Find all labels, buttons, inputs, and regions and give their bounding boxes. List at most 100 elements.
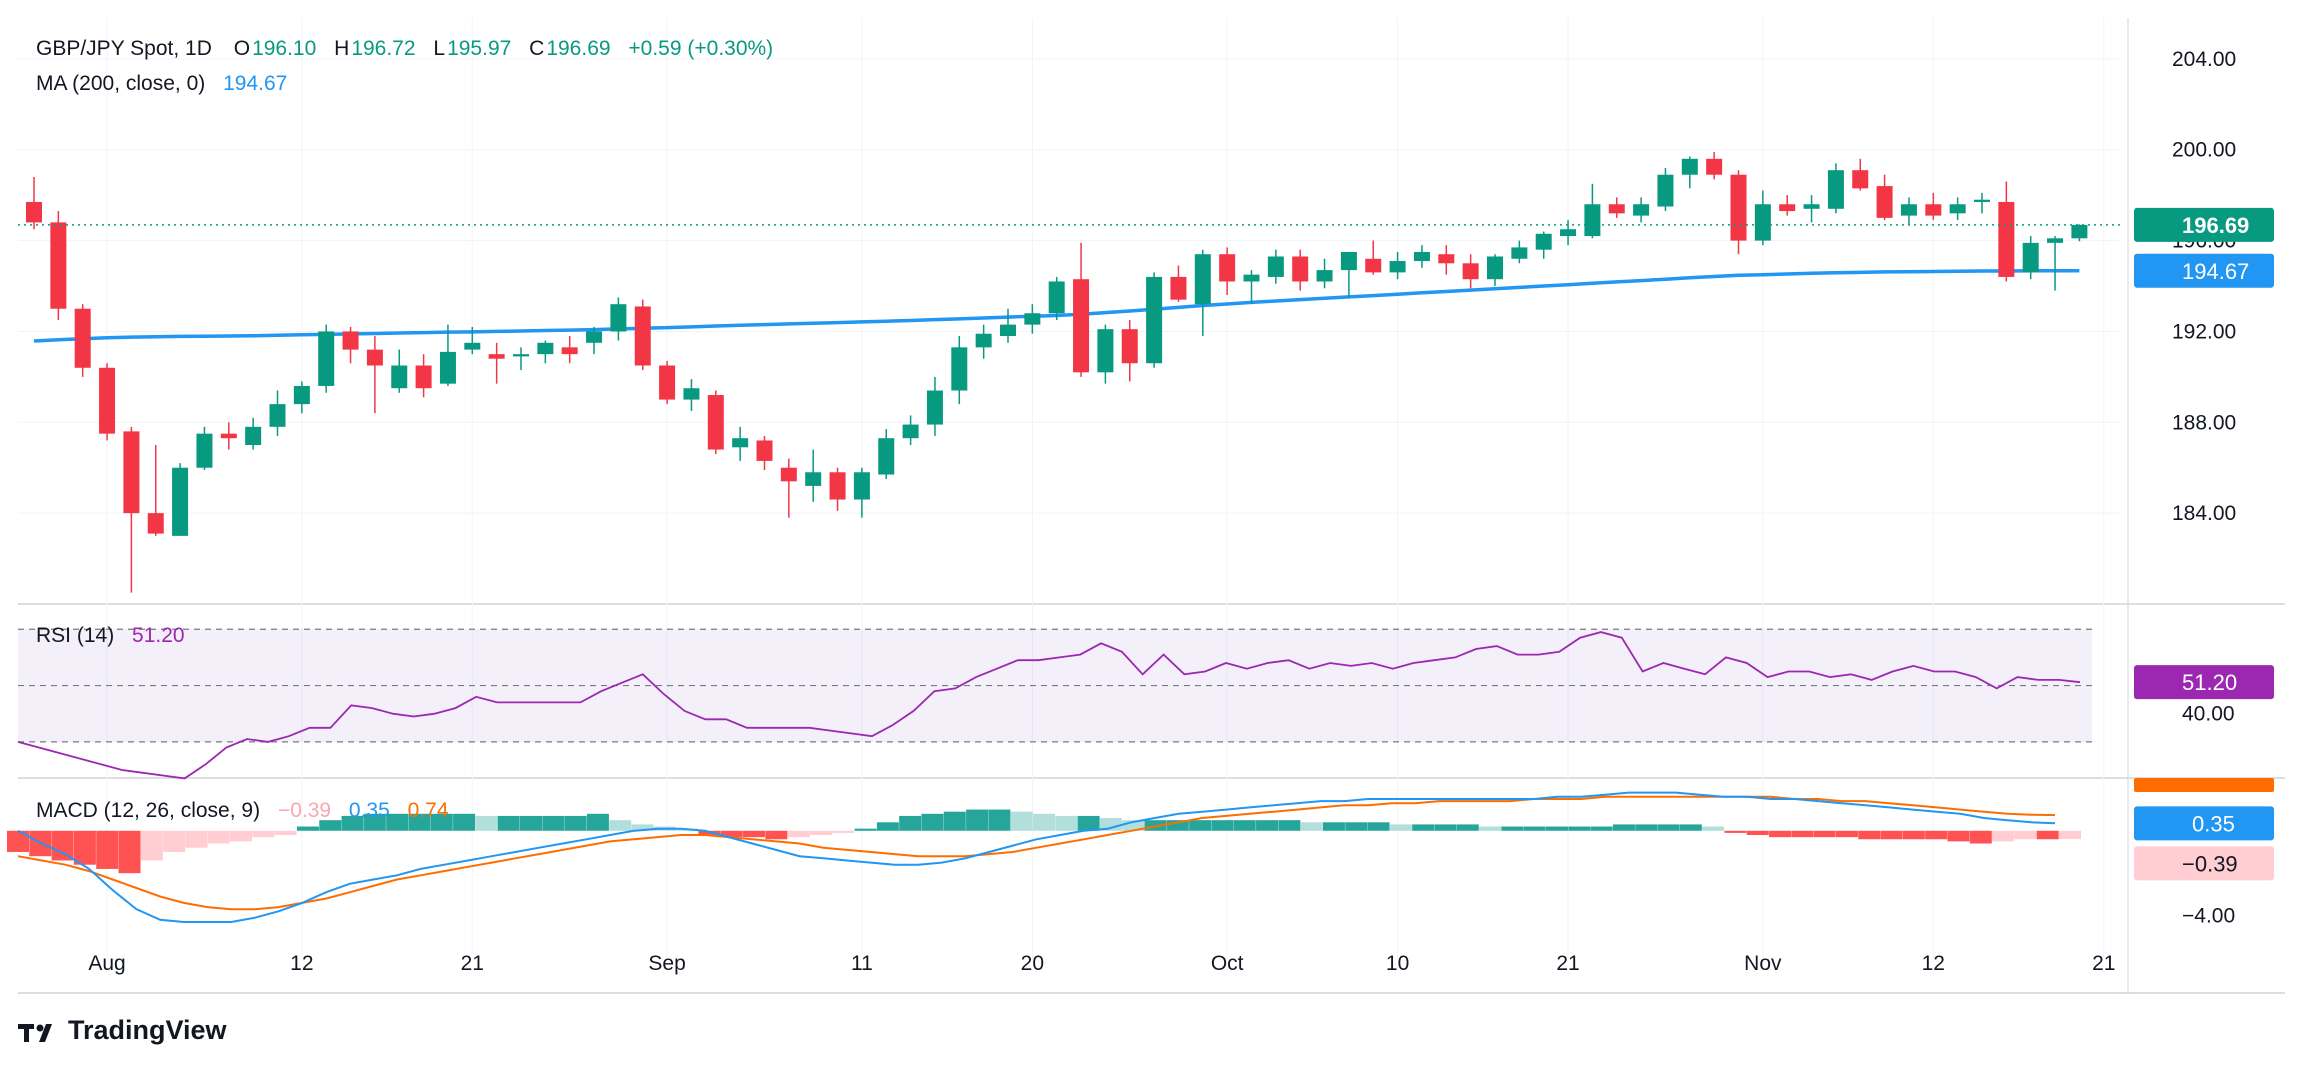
candle-body xyxy=(1706,158,1723,175)
candle xyxy=(1876,174,1893,221)
macd-hist-bar xyxy=(743,830,766,838)
candle-body xyxy=(1194,254,1211,305)
rsi-legend: RSI (14) 51.20 xyxy=(36,623,187,649)
candle xyxy=(366,335,383,414)
candle xyxy=(1852,158,1869,191)
candle-body xyxy=(196,433,213,468)
macd-hist-bar xyxy=(1702,826,1725,831)
macd-hist-bar xyxy=(1501,826,1524,831)
candle xyxy=(50,211,67,321)
macd-hist-bar xyxy=(765,830,788,840)
candle-body xyxy=(1730,174,1747,241)
macd-hist-bar xyxy=(408,813,431,831)
macd-hist-bar xyxy=(1858,830,1881,840)
candle xyxy=(342,326,359,364)
candle-body xyxy=(1584,204,1601,237)
candle-body xyxy=(1170,276,1187,300)
candle-body xyxy=(1754,204,1771,241)
macd-hist-bar xyxy=(1033,813,1055,831)
change-value: +0.59 (+0.30%) xyxy=(628,37,774,60)
open-value: 196.10 xyxy=(252,37,317,60)
macd-hist-bar xyxy=(1902,830,1925,840)
candle xyxy=(1073,242,1090,377)
macd-legend-hist: −0.39 xyxy=(277,799,332,822)
macd-hist-bar xyxy=(2059,830,2081,840)
candle xyxy=(1535,231,1552,259)
macd-hist-bar xyxy=(430,813,453,831)
candle xyxy=(780,458,797,518)
candle-body xyxy=(902,424,919,439)
candle-body xyxy=(975,333,992,348)
candle xyxy=(683,379,700,411)
candle xyxy=(1438,245,1455,275)
macd-hist-bar xyxy=(1568,826,1591,831)
macd-hist-bar xyxy=(1345,822,1368,831)
candle xyxy=(1194,249,1211,336)
macd-hist-bar xyxy=(1880,830,1903,840)
open-label: O xyxy=(233,37,251,60)
close-value: 196.69 xyxy=(546,37,611,60)
candle-body xyxy=(1267,256,1284,277)
price-legend: GBP/JPY Spot, 1D O196.10 H196.72 L195.97… xyxy=(36,36,775,62)
macd-hist-bar xyxy=(230,830,253,842)
candle xyxy=(659,360,676,405)
macd-legend-label: MACD (12, 26, close, 9) xyxy=(36,799,261,822)
candle-body xyxy=(1681,158,1698,175)
y-tick-label: 192.00 xyxy=(2172,320,2236,343)
candle xyxy=(1584,183,1601,239)
candle xyxy=(1340,251,1357,298)
candle-body xyxy=(1000,324,1016,336)
candle-body xyxy=(220,433,237,439)
candle xyxy=(1121,320,1138,382)
macd-hist-bar xyxy=(386,813,409,831)
macd-hist-bar xyxy=(1010,811,1033,831)
close-label: C xyxy=(529,37,545,60)
candle xyxy=(926,376,943,436)
candle-body xyxy=(513,354,529,357)
candle xyxy=(1560,220,1577,246)
candle xyxy=(1900,197,1917,225)
macd-hist-bar xyxy=(341,815,364,831)
macd-hist-bar xyxy=(1746,830,1769,836)
rsi-tick-label: 40.00 xyxy=(2182,703,2235,726)
macd-hist-bar xyxy=(2036,830,2059,840)
x-tick-label: Sep xyxy=(648,952,685,975)
macd-hist-bar xyxy=(1456,824,1479,831)
candle xyxy=(415,354,432,398)
macd-hist-bar xyxy=(163,830,186,852)
macd-hist-bar xyxy=(1479,826,1502,831)
macd-hist-badge xyxy=(2134,846,2274,881)
candle xyxy=(829,467,846,511)
candle-body xyxy=(732,438,749,448)
candle xyxy=(123,426,140,593)
candle xyxy=(1730,170,1747,255)
candle-body xyxy=(878,438,895,475)
candle-body xyxy=(659,365,676,400)
candle xyxy=(1998,181,2015,282)
macd-hist-bar xyxy=(274,830,297,836)
tradingview-logo[interactable]: TradingView xyxy=(18,1015,227,1046)
candle xyxy=(464,326,481,355)
candle-body xyxy=(1438,254,1455,264)
macd-hist-bar xyxy=(1233,820,1256,831)
macd-hist-bar xyxy=(609,820,632,831)
macd-hist-bar xyxy=(1791,830,1814,838)
macd-hist-bar xyxy=(1055,815,1078,831)
macd-hist-bar xyxy=(118,830,141,874)
candle xyxy=(805,449,822,502)
candle-body xyxy=(1243,274,1260,282)
rsi-line xyxy=(17,631,2081,780)
candle-body xyxy=(1852,170,1869,189)
macd-hist-bar xyxy=(542,815,565,831)
macd-hist-bar xyxy=(73,830,96,865)
macd-hist-bar xyxy=(876,822,899,831)
candle-body xyxy=(172,467,189,536)
macd-hist-bar xyxy=(988,809,1011,831)
macd-hist-bar xyxy=(1300,822,1323,831)
macd-hist-bar xyxy=(1077,815,1100,831)
candle xyxy=(245,417,262,450)
x-tick-label: Aug xyxy=(88,952,125,975)
macd-hist-bar xyxy=(185,830,208,848)
low-value: 195.97 xyxy=(447,37,512,60)
candle xyxy=(902,415,919,446)
